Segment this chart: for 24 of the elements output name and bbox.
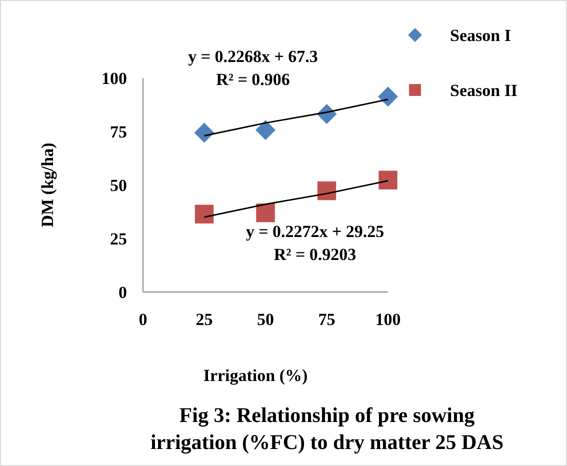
y-axis-title: DM (kg/ha) [38, 142, 57, 228]
point [194, 122, 214, 143]
point [378, 170, 398, 190]
y-tick-label: 25 [110, 230, 127, 248]
point [378, 86, 398, 107]
point [194, 204, 214, 224]
x-tick-label: 50 [257, 310, 274, 329]
x-axis-title: Irrigation (%) [203, 366, 308, 385]
x-tick-label: 100 [375, 310, 401, 329]
text: Fig 3: Relationship of pre sowing irrigation (%FC) to dry matter 25 DAS [150, 403, 504, 454]
x-tick-label: 25 [196, 310, 213, 329]
annotation: y = 0.2272x + 29.25 R² = 0.9203 [246, 222, 384, 264]
y-tick-label: 0 [118, 283, 127, 302]
point [317, 181, 336, 200]
x-tick-label: 0 [138, 310, 148, 329]
legend-label: Season II [450, 81, 518, 100]
point [256, 203, 275, 222]
y-tick-label: 50 [110, 176, 127, 195]
legend-label: Season I [450, 26, 512, 45]
y-tick-label: 75 [110, 122, 127, 142]
point [256, 120, 276, 140]
x-tick-label: 75 [318, 310, 336, 329]
annotation: y = 0.2268x + 67.3 R² = 0.906 [188, 47, 318, 89]
y-tick-label: 100 [102, 69, 127, 88]
